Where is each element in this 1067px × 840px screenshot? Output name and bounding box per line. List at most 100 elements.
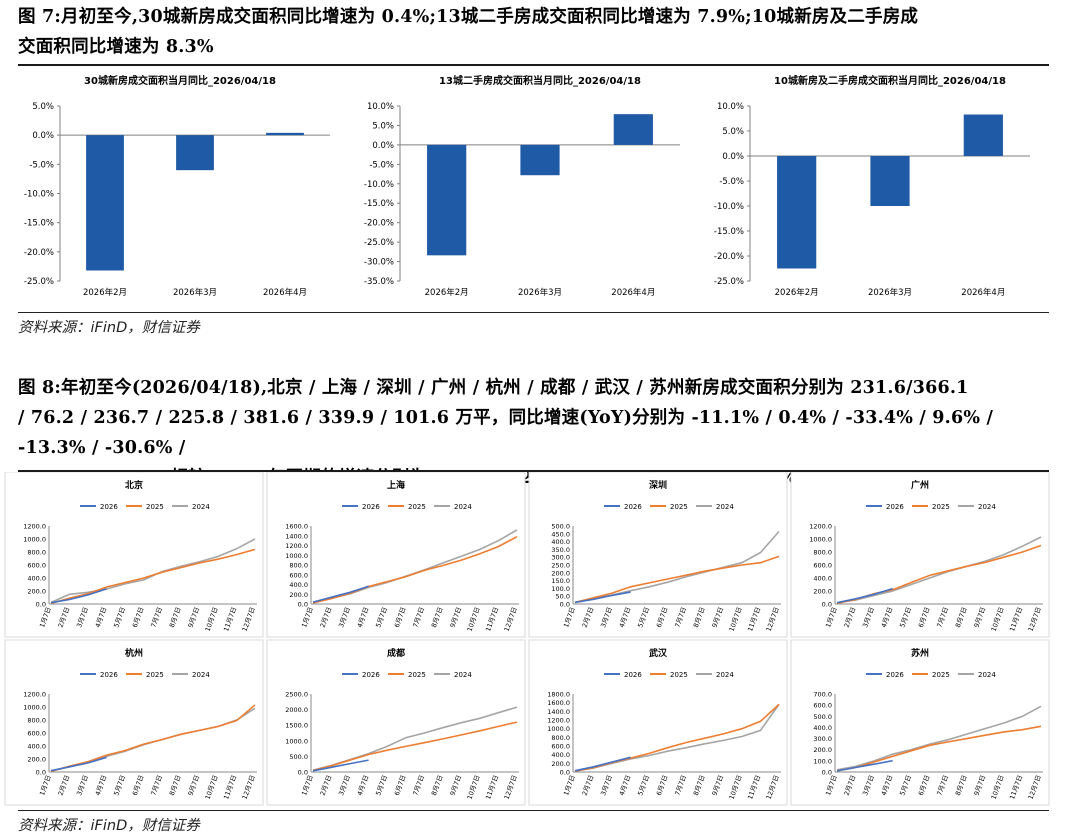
y-tick-label: 0.0	[822, 601, 832, 609]
line-chart-7: 武汉 2026 2025 2024 0.0200.0400.0600.0800.0100…	[528, 639, 788, 806]
series-line-2025	[312, 721, 518, 772]
legend: 2026 2025 2024	[80, 503, 210, 511]
x-tick-label: 2026年2月	[425, 287, 469, 298]
y-tick-label: -10.0%	[24, 190, 54, 200]
series-line-2026	[574, 756, 631, 772]
y-tick-label: -15.0%	[364, 199, 394, 209]
y-tick-label: -15.0%	[714, 227, 744, 237]
line-chart-5: 杭州 2026 2025 2024 0.0 200.0 400.0 600.0 800.0 100…	[4, 639, 264, 806]
y-tick-label: -5.0%	[719, 177, 744, 187]
bar-chart-1: 30城新房成交面积当月同比_2026/04/18 5.0% 0.0% -5.0% -10…	[24, 74, 330, 298]
legend-label: 2026	[886, 503, 904, 511]
y-tick-label: 0.0	[822, 769, 832, 777]
series-line-2024	[836, 536, 1042, 604]
legend: 2026 2025 2024	[80, 671, 210, 679]
x-tick-label: 2026年3月	[868, 287, 912, 298]
y-tick-label: 400.0	[813, 575, 832, 583]
y-tick-label: 600.0	[813, 562, 832, 570]
legend-label: 2025	[670, 671, 688, 679]
legend-label: 2025	[408, 671, 426, 679]
y-tick-label: 1600.0	[285, 523, 308, 531]
legend-label: 2025	[670, 503, 688, 511]
y-tick-label: 2500.0	[285, 691, 308, 699]
y-tick-label: 1200.0	[23, 523, 46, 531]
series-line-2026	[574, 591, 631, 604]
series-line-2025	[312, 535, 518, 604]
legend-label: 2026	[624, 503, 642, 511]
legend-label: 2026	[362, 503, 380, 511]
y-tick-label: -10.0%	[714, 202, 744, 212]
y-tick-label: -5.0%	[369, 160, 394, 170]
y-tick-label: 1600.0	[547, 699, 570, 707]
y-tick-label: 1000.0	[285, 737, 308, 745]
series-line-2026	[312, 585, 369, 603]
y-tick-label: 800.0	[289, 562, 308, 570]
y-tick-label: 1000.0	[809, 536, 832, 544]
y-tick-label: 300.0	[813, 735, 832, 743]
y-tick-label: 350.0	[551, 546, 570, 554]
y-tick-label: 500.0	[551, 523, 570, 531]
y-tick-label: 1000.0	[285, 552, 308, 560]
y-tick-label: 500.0	[813, 713, 832, 721]
bar	[777, 156, 817, 269]
chart-frame	[4, 472, 264, 638]
legend-label: 2025	[932, 503, 950, 511]
y-tick-label: -20.0%	[24, 248, 54, 258]
bar-chart-title: 13城二手房成交面积当月同比_2026/04/18	[439, 74, 641, 87]
legend-label: 2025	[932, 671, 950, 679]
series-line-2026	[50, 588, 107, 604]
x-tick-label: 2026年4月	[263, 287, 307, 298]
line-chart-title: 上海	[387, 479, 405, 491]
y-tick-label: 600.0	[813, 702, 832, 710]
bar-chart-3: 10城新房及二手房成交面积当月同比_2026/04/18 10.0% 5.0% 0.0…	[714, 74, 1030, 298]
legend-label: 2024	[978, 671, 996, 679]
x-tick-label: 2026年2月	[775, 287, 819, 298]
y-tick-label: 800.0	[27, 717, 46, 725]
legend-label: 2024	[454, 671, 472, 679]
line-chart-title: 北京	[125, 479, 143, 491]
legend-label: 2024	[716, 671, 734, 679]
x-tick-label: 2026年2月	[83, 287, 127, 298]
line-chart-4: 广州 2026 2025 2024 0.0 200.0 400.0 600.0 800.0 100…	[790, 472, 1050, 638]
y-tick-label: 800.0	[813, 549, 832, 557]
x-tick-label: 2026年3月	[518, 287, 562, 298]
y-tick-label: 1200.0	[547, 717, 570, 725]
line-chart-title: 杭州	[125, 647, 143, 659]
y-tick-label: 100.0	[551, 585, 570, 593]
y-tick-label: 700.0	[813, 691, 832, 699]
figure-8-title-line-2: / 76.2 / 236.7 / 225.8 / 381.6 / 339.9 /…	[18, 408, 994, 458]
y-tick-label: 5.0%	[372, 121, 394, 131]
y-tick-label: 200.0	[27, 756, 46, 764]
y-tick-label: -10.0%	[364, 180, 394, 190]
y-tick-label: 200.0	[551, 569, 570, 577]
bar	[86, 135, 124, 271]
y-tick-label: 1400.0	[547, 708, 570, 716]
y-tick-label: -25.0%	[364, 238, 394, 248]
chart-frame	[528, 472, 788, 638]
line-chart-1: 北京 2026 2025 2024 0.0 200.0 400.0 600.0 800.0 100…	[4, 472, 264, 638]
y-tick-label: 800.0	[551, 734, 570, 742]
y-tick-label: 200.0	[27, 588, 46, 596]
y-tick-label: 1200.0	[285, 542, 308, 550]
line-chart-title: 苏州	[911, 647, 929, 659]
bar-chart-2: 13城二手房成交面积当月同比_2026/04/18 10.0% 5.0% 0.0% -5…	[364, 74, 680, 298]
y-tick-label: 0.0	[298, 769, 308, 777]
y-tick-label: 450.0	[551, 530, 570, 538]
y-tick-label: 0.0	[36, 769, 46, 777]
y-tick-label: -35.0%	[364, 277, 394, 287]
y-tick-label: 500.0	[289, 753, 308, 761]
y-tick-label: 50.0	[556, 593, 570, 601]
line-chart-title: 深圳	[649, 479, 667, 491]
line-chart-8: 苏州 2026 2025 2024 0.0 100.0 200.0 300.0 400.0 500…	[790, 639, 1050, 806]
y-tick-label: 600.0	[551, 743, 570, 751]
y-tick-label: 5.0%	[722, 127, 744, 137]
bar	[176, 135, 214, 171]
figure-7-title-line-1: 图 7:月初至今,30城新房成交面积同比增速为 0.4%;13城二手房成交面积同…	[18, 7, 919, 27]
y-tick-label: -30.0%	[364, 258, 394, 268]
y-tick-label: 0.0	[298, 601, 308, 609]
y-tick-label: 1800.0	[547, 691, 570, 699]
y-tick-label: 600.0	[27, 730, 46, 738]
figure-8-title-line-1: 图 8:年初至今(2026/04/18),北京 / 上海 / 深圳 / 广州 /…	[18, 378, 969, 398]
legend-label: 2024	[716, 503, 734, 511]
